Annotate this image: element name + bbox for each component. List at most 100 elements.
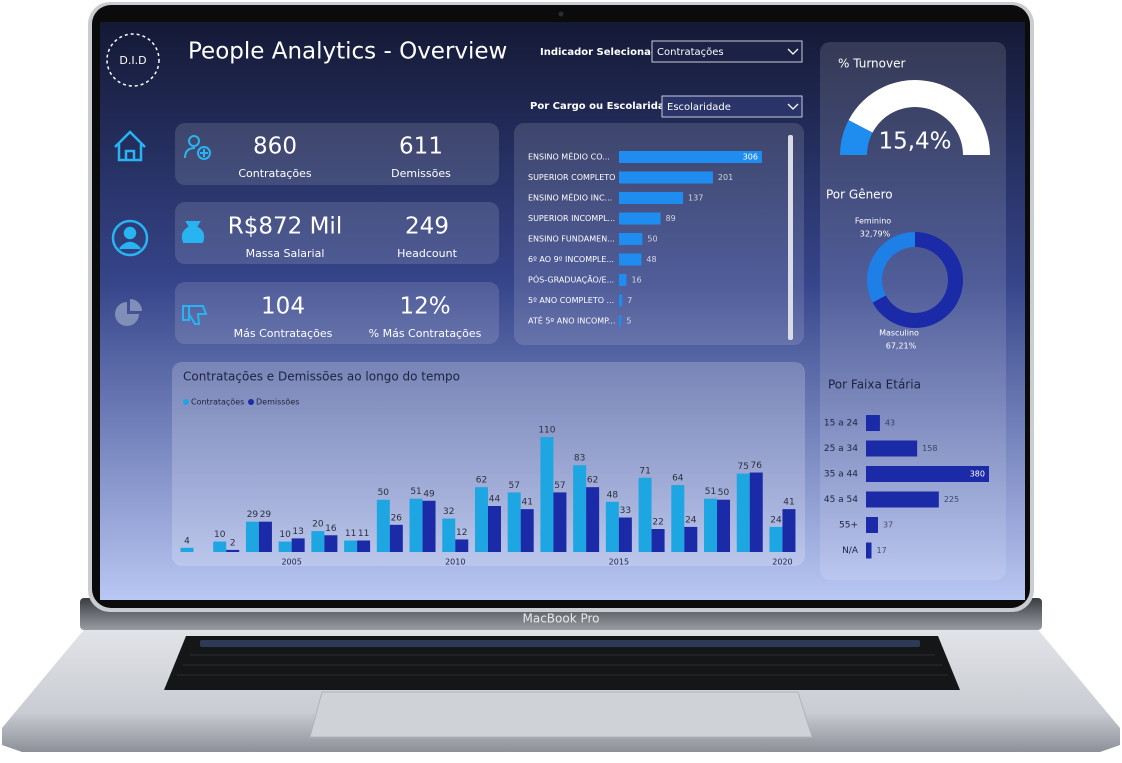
bar xyxy=(357,540,371,552)
bar xyxy=(278,541,292,552)
bar-value-label: 26 xyxy=(391,513,403,523)
bar xyxy=(245,521,259,552)
bar xyxy=(866,517,878,533)
education-panel xyxy=(514,123,804,345)
bar-value-label: 50 xyxy=(647,235,657,244)
bar-category-label: SUPERIOR COMPLETO xyxy=(528,173,615,182)
nav-home-icon[interactable] xyxy=(114,130,146,162)
legend-marker xyxy=(248,399,254,405)
x-tick-label: 2020 xyxy=(772,558,792,567)
bar xyxy=(573,465,587,552)
bar-category-label: 45 a 54 xyxy=(824,495,858,505)
bar-value-label: 57 xyxy=(508,481,519,491)
bar-value-label: 71 xyxy=(639,466,650,476)
bar-value-label: 43 xyxy=(885,419,895,428)
bar xyxy=(409,498,423,552)
kpi-label: Massa Salarial xyxy=(246,247,325,260)
donut-slice xyxy=(872,232,963,328)
icon-pie[interactable] xyxy=(130,299,142,311)
bar-value-label: 75 xyxy=(738,462,749,472)
nav xyxy=(111,130,149,326)
dropdown-box[interactable] xyxy=(661,95,803,118)
bar-value-label: 13 xyxy=(292,527,303,537)
dropdown-value[interactable]: Escolaridade xyxy=(667,102,731,113)
logo-ring xyxy=(106,33,160,87)
bar xyxy=(180,547,194,552)
bar xyxy=(736,473,750,552)
bar-value-label: 49 xyxy=(423,489,435,499)
icon-thumb xyxy=(182,305,208,325)
bar xyxy=(586,487,600,552)
kpi-label: Headcount xyxy=(397,247,457,260)
bar-value-label: 48 xyxy=(607,490,619,500)
icon-pie[interactable] xyxy=(115,302,139,326)
chart-title: Por Faixa Etária xyxy=(828,378,921,392)
logo: D.I.D xyxy=(106,33,160,87)
gauge-label: 15,4% xyxy=(878,129,951,155)
bar-value-label: 62 xyxy=(476,476,487,486)
bar-value-label: 33 xyxy=(620,506,631,516)
bar xyxy=(749,472,763,552)
bar xyxy=(422,500,436,552)
bar xyxy=(605,501,619,552)
bar xyxy=(651,529,665,552)
bar-value-label: 83 xyxy=(574,454,585,464)
dropdown-value[interactable]: Contratações xyxy=(657,47,724,58)
icon-body[interactable] xyxy=(119,241,141,250)
dropdown[interactable]: Contratações xyxy=(651,40,803,63)
icon-head[interactable] xyxy=(123,226,137,240)
bar xyxy=(619,253,642,266)
bar-value-label: 50 xyxy=(718,488,730,498)
bar xyxy=(866,415,880,431)
dropdown-box[interactable] xyxy=(651,40,803,63)
bar xyxy=(389,524,403,552)
kpi-label: Demissões xyxy=(391,167,451,180)
bar xyxy=(376,499,390,552)
nav-people-icon[interactable] xyxy=(111,219,149,257)
bar-value-label: 57 xyxy=(554,481,565,491)
nav-pie-icon[interactable] xyxy=(115,299,142,326)
scrollbar[interactable] xyxy=(788,135,793,340)
dropdown-arrow[interactable] xyxy=(787,103,799,110)
chart-title: Por Gênero xyxy=(826,188,893,202)
bar xyxy=(782,509,796,552)
bar-category-label: 55+ xyxy=(839,521,858,531)
icon-circle[interactable] xyxy=(111,219,149,257)
kpi-label: % Más Contratações xyxy=(369,327,482,340)
kpi-value: 104 xyxy=(261,294,305,320)
kpi-icons xyxy=(181,135,211,325)
key-rows xyxy=(177,654,948,676)
bar-category-label: PÓS-GRADUAÇÃO/E... xyxy=(528,274,614,285)
bar-value-label: 64 xyxy=(672,474,684,484)
dropdown-arrow[interactable] xyxy=(787,48,799,55)
x-tick-label: 2005 xyxy=(281,558,301,567)
bar-value-label: 16 xyxy=(325,524,337,534)
bar-value-label: 4 xyxy=(184,536,190,546)
bar-category-label: ATÉ 5º ANO INCOMP... xyxy=(528,315,615,326)
bar xyxy=(344,540,358,552)
kpi-icon-thumb xyxy=(182,305,208,325)
device-label: MacBook Pro xyxy=(522,612,599,626)
bar-value-label: 201 xyxy=(718,173,733,182)
kpi-panel xyxy=(175,123,499,185)
bar xyxy=(619,294,623,307)
bar-value-label: 29 xyxy=(260,510,272,520)
bar-value-label: 380 xyxy=(970,470,985,479)
gauge-track xyxy=(848,79,990,155)
keyboard xyxy=(164,636,960,690)
bar-category-label: ENSINO MÉDIO CO... xyxy=(528,151,610,162)
bar xyxy=(866,542,872,559)
dropdown[interactable]: Escolaridade xyxy=(661,95,803,118)
bar-value-label: 37 xyxy=(883,521,893,530)
bar xyxy=(866,440,918,457)
bar-value-label: 41 xyxy=(521,498,532,508)
bar xyxy=(474,487,488,552)
bar-category-label: 25 a 34 xyxy=(824,444,858,454)
bar-value-label: 12 xyxy=(456,528,467,538)
bar-value-label: 76 xyxy=(751,461,763,471)
gauge-value xyxy=(840,120,873,155)
kpi-value: 611 xyxy=(399,134,443,160)
chart-title: Contratações e Demissões ao longo do tem… xyxy=(183,370,460,384)
bar-value-label: 24 xyxy=(770,515,782,525)
